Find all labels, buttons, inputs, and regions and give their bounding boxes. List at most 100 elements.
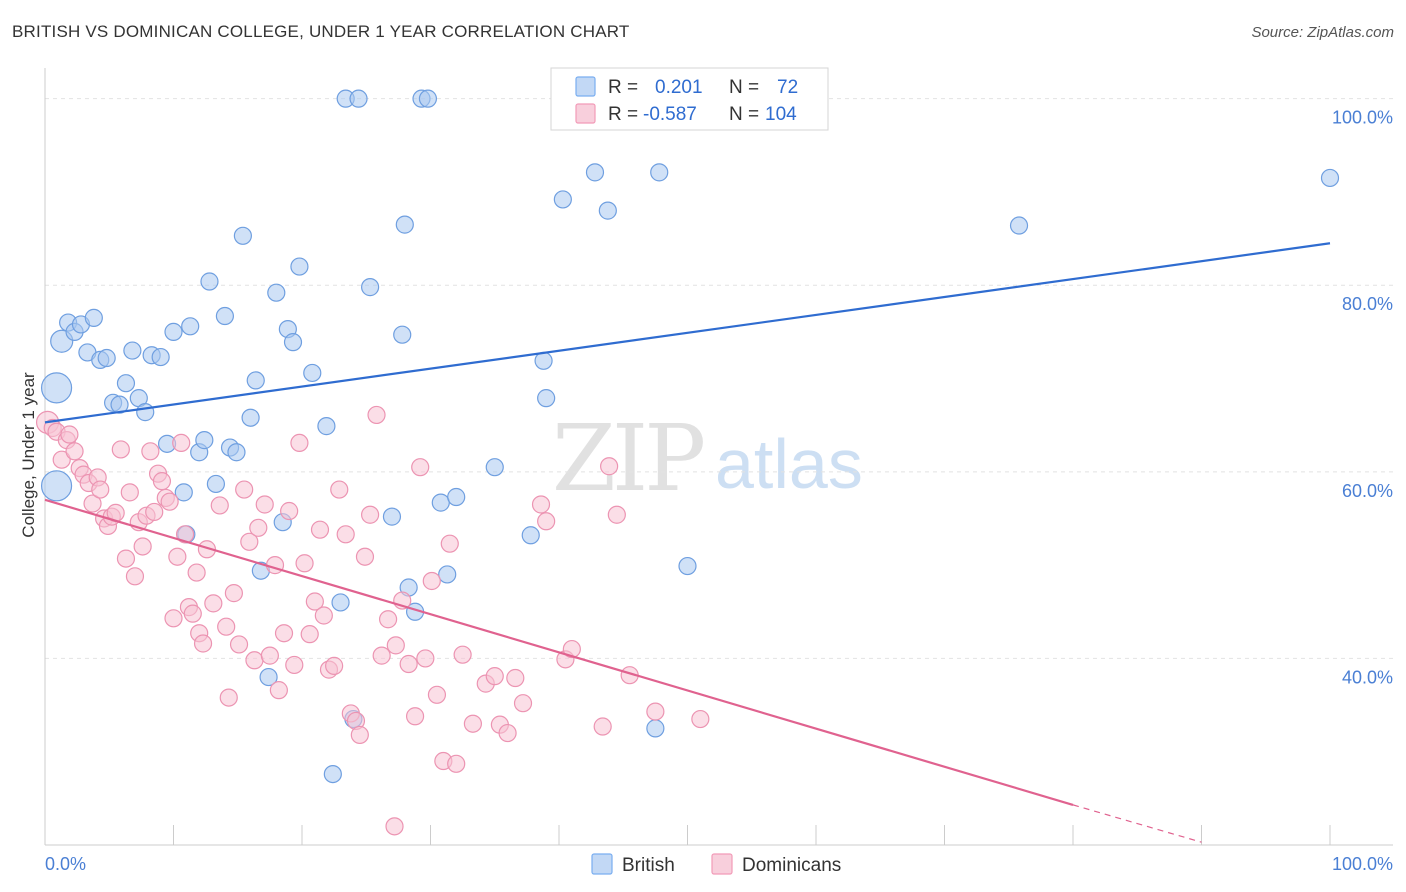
- y-tick-label-100: 100.0%: [1332, 108, 1393, 128]
- dominicans-point-103: [691, 709, 710, 729]
- british-point-20: [174, 483, 193, 502]
- dominicans-point-78: [405, 707, 425, 726]
- dominicans-point-64: [325, 656, 344, 675]
- british-point-39: [290, 257, 309, 276]
- british-point-12: [116, 374, 136, 393]
- british-point-24: [195, 431, 214, 450]
- dominicans-point-104: [385, 817, 404, 836]
- british-point-65: [646, 719, 665, 738]
- british-point-47: [361, 278, 380, 297]
- dominicans-point-6: [65, 442, 84, 461]
- british-point-40: [303, 363, 322, 383]
- british-point-70: [1320, 168, 1340, 188]
- dominicans-point-80: [416, 649, 435, 668]
- dominicans-point-66: [336, 525, 355, 544]
- legend-n-label-british: N =: [729, 77, 759, 98]
- british-point-57: [447, 487, 466, 507]
- british-point-38: [283, 333, 303, 352]
- british-point-66: [650, 163, 669, 182]
- british-point-1: [40, 470, 73, 502]
- dominicans-point-94: [531, 495, 551, 514]
- dominicans-point-31: [168, 547, 187, 566]
- dominicans-point-29: [160, 492, 179, 511]
- british-point-46: [349, 89, 368, 108]
- british-point-29: [227, 443, 246, 462]
- source-attribution: Source: ZipAtlas.com: [1251, 24, 1394, 41]
- british-point-9: [97, 348, 116, 368]
- dominicans-point-49: [249, 518, 268, 537]
- dominicans-point-20: [125, 567, 145, 586]
- british-point-25: [200, 272, 219, 291]
- dominicans-point-73: [372, 646, 391, 665]
- dominicans-point-61: [310, 520, 330, 539]
- watermark: ZIP atlas: [552, 405, 863, 512]
- dominicans-point-36: [187, 563, 206, 582]
- dominicans-point-69: [350, 725, 369, 745]
- dominicans-point-45: [229, 635, 249, 654]
- legend-r-label-dominicans: R =: [608, 104, 638, 125]
- dominicans-point-47: [240, 532, 259, 551]
- dominicans-point-25: [145, 502, 164, 522]
- dominicans-point-30: [164, 609, 183, 628]
- british-point-67: [678, 556, 697, 576]
- british-point-26: [206, 474, 226, 494]
- british-point-35: [267, 283, 286, 302]
- dominicans-point-53: [269, 681, 288, 700]
- dominicans-point-81: [422, 571, 441, 591]
- dominicans-point-58: [295, 554, 314, 573]
- dominicans-point-72: [367, 405, 386, 425]
- dominicans-point-18: [116, 549, 136, 568]
- british-point-22: [181, 317, 200, 336]
- british-point-63: [585, 163, 605, 182]
- british-point-27: [215, 306, 234, 326]
- british-point-11: [110, 395, 129, 414]
- british-point-54: [418, 89, 438, 108]
- dominicans-point-65: [330, 480, 349, 499]
- dominicans-point-44: [224, 584, 243, 603]
- dominicans-point-41: [210, 496, 229, 515]
- dominicans-point-89: [485, 667, 504, 686]
- dominicans-point-27: [152, 472, 172, 491]
- british-point-48: [382, 507, 402, 526]
- dominicans-point-85: [447, 754, 466, 773]
- dominicans-trend-extension: [1072, 804, 1202, 843]
- british-point-42: [323, 764, 342, 784]
- bottom-legend-label-dominicans: Dominicans: [742, 855, 841, 876]
- british-point-13: [123, 341, 142, 360]
- legend-n-label-dominicans: N =: [729, 104, 759, 125]
- british-point-58: [485, 458, 504, 477]
- y-tick-label-60: 60.0%: [1342, 481, 1393, 501]
- british-point-41: [317, 417, 336, 436]
- dominicans-point-55: [280, 501, 299, 521]
- bottom-legend-swatch-british: [591, 853, 613, 875]
- british-point-64: [598, 201, 617, 220]
- correlation-legend: R = 0.201 N = 72 R = -0.587 N = 104: [550, 67, 829, 131]
- dominicans-point-10: [83, 494, 102, 513]
- dominicans-point-71: [361, 505, 380, 524]
- dominicans-point-35: [183, 604, 202, 623]
- british-point-49: [393, 325, 412, 344]
- dominicans-point-52: [265, 556, 285, 575]
- british-point-30: [233, 226, 252, 245]
- legend-r-value-dominicans: -0.587: [643, 104, 697, 125]
- dominicans-point-46: [235, 480, 254, 499]
- y-tick-label-80: 80.0%: [1342, 294, 1393, 314]
- y-axis-label: College, Under 1 year: [19, 372, 38, 538]
- dominicans-point-43: [219, 688, 238, 707]
- british-point-19: [164, 322, 183, 341]
- legend-r-label-british: R =: [608, 77, 638, 98]
- dominicans-point-82: [427, 685, 447, 704]
- british-point-0: [40, 372, 73, 404]
- british-point-43: [331, 593, 350, 612]
- british-point-17: [151, 347, 170, 367]
- british-point-34: [259, 667, 278, 687]
- dominicans-point-5: [60, 425, 79, 444]
- dominicans-point-74: [378, 610, 398, 629]
- dominicans-point-102: [646, 702, 665, 721]
- grid-lines: 40.0% 60.0% 80.0% 100.0%: [45, 98, 1393, 687]
- legend-n-value-british: 72: [777, 77, 798, 98]
- dominicans-point-12: [91, 480, 110, 499]
- dominicans-point-93: [513, 694, 533, 713]
- dominicans-trend-line: [44, 498, 1074, 806]
- british-point-32: [246, 371, 265, 390]
